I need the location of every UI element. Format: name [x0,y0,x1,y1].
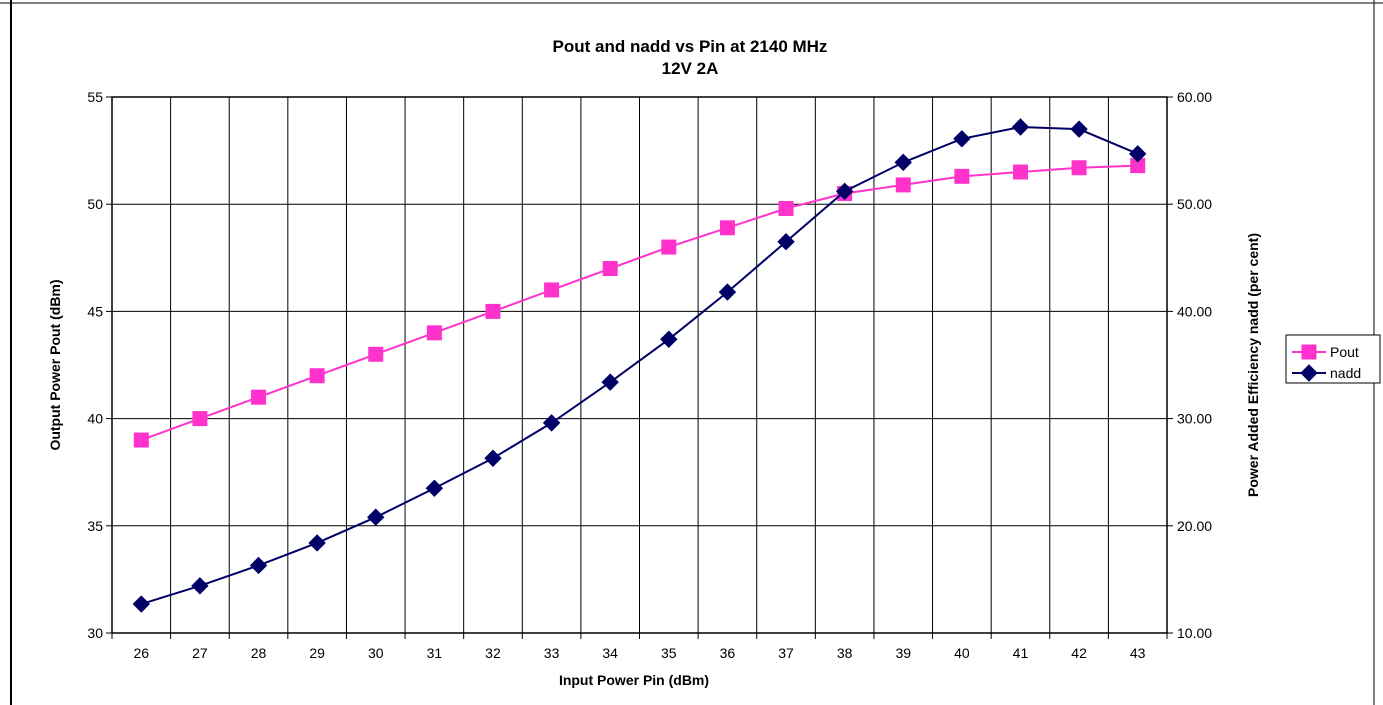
y-right-tick-label: 40.00 [1177,303,1212,319]
x-tick-label: 29 [309,645,325,661]
data-point-pout [368,346,384,362]
data-point-nadd [601,373,619,391]
data-point-nadd [1128,145,1147,163]
y-right-tick-label: 20.00 [1177,518,1212,534]
data-point-nadd [249,556,268,575]
data-point-nadd [542,414,561,432]
y-right-tick-label: 10.00 [1177,625,1212,641]
y-right-tick-label: 30.00 [1177,411,1212,427]
x-tick-label: 27 [192,645,208,661]
series-line-pout [140,164,1138,441]
data-point-pout [1071,160,1087,176]
data-point-pout [309,368,325,384]
data-point-nadd [660,330,678,348]
grid [112,97,1167,633]
x-tick-label: 38 [837,645,853,661]
x-tick-label: 36 [720,645,736,661]
x-tick-label: 40 [954,645,970,661]
data-point-pout [1012,164,1028,180]
y-left-tick-label: 35 [87,518,103,534]
chart-subtitle: 12V 2A [662,59,719,78]
data-point-pout [251,389,267,405]
x-tick-label: 41 [1013,645,1029,661]
data-point-nadd [953,130,971,148]
data-point-pout [133,432,149,448]
x-tick-label: 34 [602,645,618,661]
x-tick-label: 30 [368,645,384,661]
data-point-nadd [777,233,795,251]
legend-marker-nadd [1300,364,1318,382]
y-axis-left-label: Output Power Pout (dBm) [47,279,63,450]
x-tick-label: 28 [251,645,267,661]
y-left-tick-label: 45 [87,303,103,319]
x-tick-label: 26 [134,645,150,661]
legend-label-pout: Pout [1330,344,1359,360]
data-point-nadd [718,283,737,301]
legend: Pout nadd [1285,334,1381,384]
legend-label-nadd: nadd [1330,365,1361,381]
data-point-pout [192,411,208,427]
series-nadd [132,118,1147,613]
series-line-nadd [141,126,1139,606]
x-tick-label: 37 [778,645,794,661]
data-point-nadd [835,182,854,201]
y-left-tick-label: 30 [87,625,103,641]
data-point-nadd [1070,120,1088,138]
series [132,118,1147,613]
y-right-tick-label: 50.00 [1177,196,1212,212]
chart-title: Pout and nadd vs Pin at 2140 MHz [553,37,828,56]
x-axis-label: Input Power Pin (dBm) [559,672,709,688]
x-tick-label: 31 [427,645,443,661]
data-point-nadd [484,449,502,467]
data-point-nadd [367,508,385,526]
y-left-tick-label: 50 [87,196,103,212]
data-point-pout [426,325,442,341]
x-tick-label: 35 [661,645,677,661]
x-tick-label: 42 [1071,645,1087,661]
data-point-pout [895,177,911,193]
axes: 30 35 40 45 50 55 10.00 20.00 30.00 40.00 50.00 60.… [87,89,1212,661]
data-point-pout [778,200,794,216]
data-point-pout [544,282,560,298]
y-right-tick-label: 60.00 [1177,89,1212,105]
data-point-nadd [308,534,326,552]
x-tick-label: 43 [1130,645,1146,661]
data-point-pout [485,303,501,319]
data-point-pout [602,261,618,277]
data-point-pout [954,168,970,184]
x-tick-label: 32 [485,645,501,661]
data-point-pout [719,220,735,236]
legend-marker-pout [1301,344,1317,360]
data-point-nadd [191,577,209,595]
data-point-pout [661,239,677,255]
y-left-tick-label: 55 [87,89,103,105]
data-point-nadd [894,153,912,172]
x-tick-label: 39 [895,645,911,661]
y-left-tick-label: 40 [87,411,103,427]
data-point-nadd [1011,118,1030,136]
data-point-nadd [425,479,444,497]
x-tick-label: 33 [544,645,560,661]
y-axis-right-label: Power Added Efficiency nadd (per cent) [1245,233,1261,497]
data-point-nadd [132,595,151,613]
